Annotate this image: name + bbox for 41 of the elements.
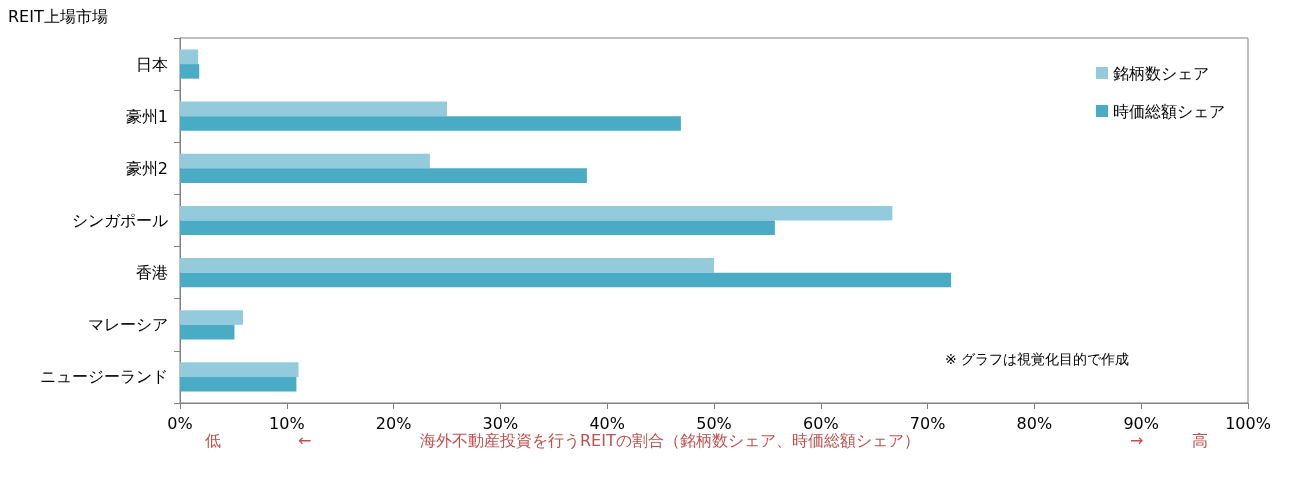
bar [180,205,893,221]
x-tick-label: 90% [1123,413,1159,433]
legend-label: 時価総額シェア [1113,101,1225,121]
y-tick-label: ニュージーランド [40,367,168,387]
text: 高 [1192,430,1208,450]
bar [180,116,681,131]
x-tick-label: 100% [1225,413,1271,433]
legend-label: 銘柄数シェア [1113,63,1209,83]
x-tick-label: 0% [167,413,193,433]
bar [180,168,587,183]
y-tick-label: マレーシア [88,315,168,335]
x-tick-label: 70% [909,413,946,433]
y-tick-label: シンガポール [72,211,168,230]
annotation: ※ グラフは視覚化目的で作成 [945,351,1130,367]
text: → [1130,430,1144,450]
y-tick-label: 香港 [136,263,168,283]
bar [180,272,952,288]
y-tick-label: 豪州1 [125,106,168,126]
bar [180,153,430,169]
y-axis-title: REIT上場市場 [8,6,108,26]
bar [180,310,244,325]
y-tick-label: 豪州2 [125,158,168,178]
x-tick-label: 80% [1016,413,1053,433]
text: 低 [205,430,221,450]
x-tick-label: 20% [375,413,412,433]
bar [180,362,299,377]
bar [180,376,297,392]
bar [180,49,199,65]
x-axis-title: 海外不動産投資を行うREITの割合（銘柄数シェア、時価総額シェア） [420,430,920,450]
x-tick-label: 10% [269,413,305,433]
bar [180,220,775,236]
bar [180,64,200,79]
x-tick-label: 50% [696,413,732,433]
text: ← [298,430,312,450]
x-tick-label: 40% [589,413,625,433]
bar [180,324,235,340]
x-tick-label: 30% [482,413,519,433]
bar [180,101,447,117]
bar [180,258,714,273]
x-tick-label: 60% [803,413,839,433]
y-tick-label: 日本 [136,54,168,74]
